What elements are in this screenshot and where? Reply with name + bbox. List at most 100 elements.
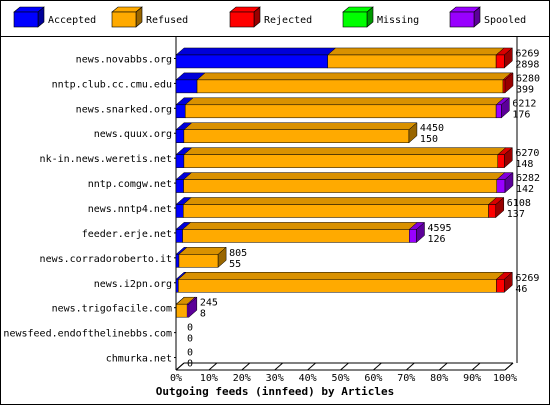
x-tick [307, 362, 316, 371]
x-tick [405, 362, 415, 371]
bar [175, 204, 184, 218]
bar-side [416, 221, 425, 243]
bar-top [175, 47, 337, 56]
accepted-label: 55 [229, 259, 241, 270]
legend-label: Rejected [264, 15, 312, 26]
x-tick-label: 40% [299, 373, 317, 384]
bar-side [501, 97, 510, 119]
bar-top [182, 172, 506, 180]
x-tick [373, 362, 382, 371]
x-tick-label: 80% [430, 373, 448, 384]
bar [183, 179, 498, 193]
bar [175, 104, 186, 119]
x-tick [438, 362, 448, 371]
x-tick-label: 90% [463, 373, 481, 384]
total-label: 6280 [516, 73, 540, 84]
bar [496, 279, 505, 293]
total-label: 0 [187, 348, 193, 359]
accepted-label: 126 [427, 234, 445, 245]
total-label: 245 [200, 298, 218, 309]
y-tick-label: news.nntp4.net [88, 204, 172, 215]
bar [196, 79, 504, 94]
accepted-label: 137 [507, 209, 525, 220]
bar-side [504, 172, 514, 194]
legend-swatch [229, 11, 255, 28]
bar [182, 204, 489, 218]
legend-label: Accepted [48, 15, 96, 26]
bar-top [182, 197, 498, 205]
x-tick-label: 50% [331, 373, 349, 384]
total-label: 805 [229, 248, 247, 259]
x-tick [208, 362, 218, 371]
y-tick-label: feeder.erje.net [82, 229, 172, 240]
bar-side [504, 271, 513, 293]
x-tick [175, 362, 185, 371]
x-tick-label: 20% [233, 373, 251, 384]
y-tick-label: newsfeed.endofthelinebbs.com [3, 329, 172, 340]
bar [175, 154, 185, 168]
x-tick [504, 362, 514, 371]
bar [175, 79, 198, 94]
bar-top [327, 47, 505, 56]
y-tick-label: news.i2pn.org [94, 279, 172, 290]
accepted-label: 399 [516, 84, 534, 95]
bar-side [504, 72, 514, 94]
total-label: 6108 [507, 198, 531, 209]
y-tick-label: nntp.club.cc.cmu.edu [52, 79, 172, 90]
total-label: 6270 [515, 148, 539, 159]
x-tick-label: 100% [493, 373, 517, 384]
total-label: 6269 [515, 273, 539, 284]
total-label: 4450 [420, 123, 444, 134]
total-label: 4595 [427, 223, 451, 234]
bar [502, 79, 506, 94]
x-tick-label: 60% [364, 373, 382, 384]
bar [175, 129, 185, 143]
bar [183, 154, 499, 168]
bar [182, 229, 410, 243]
accepted-label: 46 [515, 284, 527, 295]
bar [176, 303, 188, 318]
accepted-label: 8 [200, 309, 206, 320]
total-label: 6212 [512, 98, 536, 109]
x-tick-label: 30% [266, 373, 284, 384]
y-tick-label: news.snarked.org [76, 104, 172, 115]
bar-top [181, 222, 418, 230]
y-tick-label: chmurka.net [106, 354, 172, 365]
bar-top [177, 272, 506, 280]
bar [409, 229, 417, 243]
bar-side [188, 296, 198, 318]
legend-label: Spooled [484, 15, 526, 26]
x-tick [241, 362, 251, 371]
accepted-label: 2898 [515, 59, 539, 70]
bar [175, 279, 179, 293]
bar [495, 104, 502, 119]
bar [175, 229, 183, 243]
bar [495, 54, 505, 69]
bar [497, 154, 505, 168]
bar [184, 104, 497, 119]
bar [496, 179, 506, 193]
bar [175, 54, 328, 69]
x-tick-label: 0% [170, 373, 182, 384]
x-tick-label: 70% [397, 373, 415, 384]
chart-title: Outgoing feeds (innfeed) by Articles [156, 385, 394, 398]
bar [175, 179, 184, 193]
bar [327, 54, 497, 69]
y-tick-label: news.quux.org [94, 129, 172, 140]
bar-side [504, 147, 513, 169]
bar-side [504, 47, 513, 69]
x-tick [471, 362, 481, 371]
total-label: 6269 [515, 48, 539, 59]
bar-side [408, 122, 418, 144]
total-label: 6282 [516, 173, 540, 184]
bar-top [183, 122, 418, 130]
bar [183, 129, 410, 143]
bar [488, 204, 497, 218]
legend-swatch [111, 11, 137, 28]
y-tick-label: nntp.comgw.net [88, 179, 172, 190]
y-tick-label: nk-in.news.weretis.net [40, 154, 172, 165]
legend-swatch [449, 11, 475, 28]
y-tick-label: news.trigofacile.com [52, 304, 172, 315]
legend-label: Missing [377, 15, 419, 26]
